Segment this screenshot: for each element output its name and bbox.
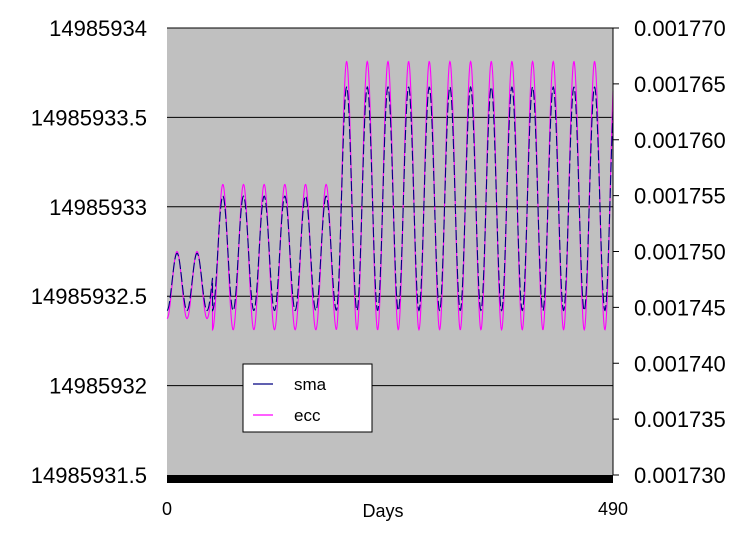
legend-label-ecc: ecc [294, 406, 321, 425]
y-left-tick-label: 14985934 [49, 16, 147, 41]
x-axis-title: Days [362, 501, 403, 521]
legend-box [242, 363, 373, 433]
y-left-tick-label: 14985931.5 [31, 463, 147, 488]
y-right-tick-label: 0.001745 [634, 295, 726, 320]
x-axis-bar [167, 475, 613, 483]
x-tick-label: 0 [162, 499, 172, 519]
series-line-sma [166, 85, 614, 312]
y-left-tick-label: 14985933.5 [31, 105, 147, 130]
y-right-tick-label: 0.001750 [634, 240, 726, 265]
y-right-tick-label: 0.001730 [634, 463, 726, 488]
y-left-tick-label: 14985932 [49, 374, 147, 399]
y-right-tick-label: 0.001740 [634, 351, 726, 376]
legend: sma ecc [242, 363, 373, 433]
x-axis: 0 490 [162, 499, 628, 519]
y-right-tick-label: 0.001735 [634, 407, 726, 432]
y-left-tick-label: 14985932.5 [31, 284, 147, 309]
legend-label-sma: sma [294, 375, 327, 394]
y-left-axis: 14985934 14985933.5 14985933 14985932.5 1498… [31, 16, 147, 488]
y-right-axis: 0.001770 0.001765 0.001760 0.001755 0.001750… [612, 16, 726, 488]
series-layer [166, 60, 614, 332]
y-right-tick-label: 0.001760 [634, 128, 726, 153]
y-right-tick-label: 0.001755 [634, 184, 726, 209]
y-right-tick-label: 0.001770 [634, 16, 726, 41]
x-tick-label: 490 [598, 499, 628, 519]
y-right-tick-label: 0.001765 [634, 72, 726, 97]
y-left-tick-label: 14985933 [49, 195, 147, 220]
